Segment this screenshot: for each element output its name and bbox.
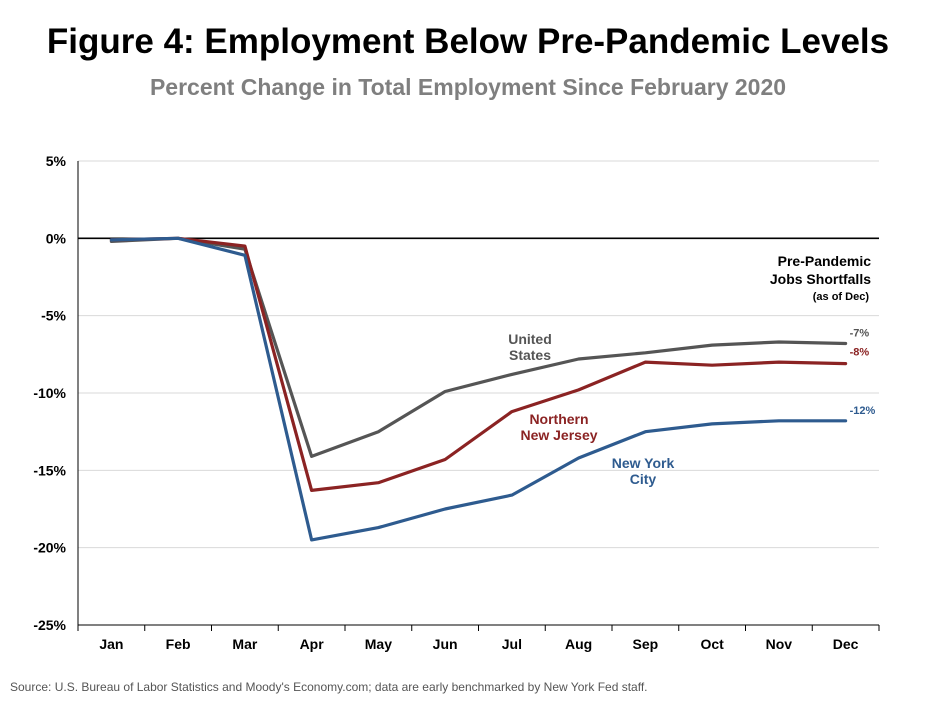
series-line-0 bbox=[109, 236, 848, 458]
y-tick-label: 0% bbox=[46, 230, 67, 246]
y-tick-label: 5% bbox=[46, 153, 67, 169]
x-tick-label: Jan bbox=[99, 636, 123, 652]
series-label: New Jersey bbox=[520, 427, 597, 443]
x-tick-label: Nov bbox=[766, 636, 793, 652]
y-tick-label: -20% bbox=[33, 540, 66, 556]
source-note: Source: U.S. Bureau of Labor Statistics … bbox=[10, 680, 648, 694]
annotation-line: Jobs Shortfalls bbox=[770, 271, 871, 287]
annotation-note: (as of Dec) bbox=[813, 291, 870, 303]
x-tick-label: Dec bbox=[833, 636, 859, 652]
series-label: United bbox=[508, 331, 552, 347]
x-tick-label: Apr bbox=[300, 636, 325, 652]
y-tick-label: -15% bbox=[33, 462, 66, 478]
series-label: States bbox=[509, 347, 551, 363]
y-tick-label: -25% bbox=[33, 617, 66, 633]
annotation-line: Pre-Pandemic bbox=[778, 253, 872, 269]
x-tick-label: Feb bbox=[166, 636, 191, 652]
x-tick-label: Mar bbox=[232, 636, 257, 652]
x-tick-label: Jul bbox=[502, 636, 522, 652]
y-tick-label: -10% bbox=[33, 385, 66, 401]
x-tick-label: Aug bbox=[565, 636, 592, 652]
x-tick-label: Oct bbox=[700, 636, 724, 652]
end-value-label: -7% bbox=[850, 328, 870, 340]
series-label: New York bbox=[612, 455, 675, 471]
end-value-label: -8% bbox=[850, 347, 870, 359]
series-label: Northern bbox=[529, 411, 588, 427]
x-tick-label: Sep bbox=[633, 636, 659, 652]
x-tick-label: Jun bbox=[433, 636, 458, 652]
chart-title: Figure 4: Employment Below Pre-Pandemic … bbox=[46, 22, 890, 61]
series-line-1 bbox=[109, 236, 848, 492]
series-label: City bbox=[630, 471, 657, 487]
series-line-2 bbox=[109, 236, 848, 542]
chart-subtitle: Percent Change in Total Employment Since… bbox=[149, 74, 787, 100]
y-tick-label: -5% bbox=[41, 308, 66, 324]
x-tick-label: May bbox=[365, 636, 392, 652]
end-value-label: -12% bbox=[850, 405, 876, 417]
